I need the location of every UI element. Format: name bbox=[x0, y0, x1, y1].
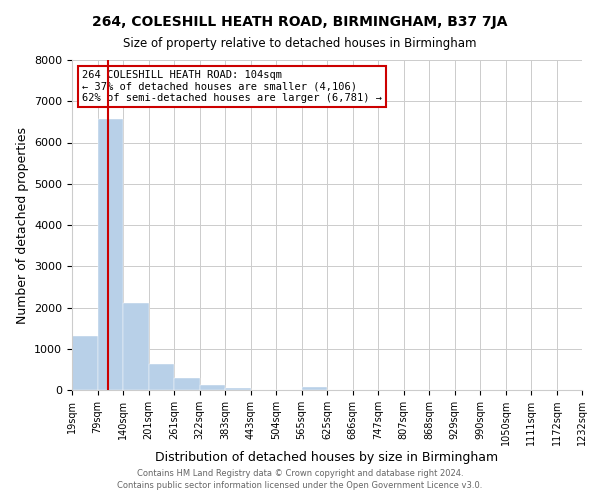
Bar bbox=[225, 388, 251, 390]
Bar bbox=[174, 378, 199, 390]
Text: 264 COLESHILL HEATH ROAD: 104sqm
← 37% of detached houses are smaller (4,106)
62: 264 COLESHILL HEATH ROAD: 104sqm ← 37% o… bbox=[82, 70, 382, 103]
Text: 264, COLESHILL HEATH ROAD, BIRMINGHAM, B37 7JA: 264, COLESHILL HEATH ROAD, BIRMINGHAM, B… bbox=[92, 15, 508, 29]
Bar bbox=[149, 364, 174, 390]
Text: Size of property relative to detached houses in Birmingham: Size of property relative to detached ho… bbox=[123, 38, 477, 51]
Y-axis label: Number of detached properties: Number of detached properties bbox=[16, 126, 29, 324]
Bar bbox=[72, 336, 97, 390]
Bar bbox=[97, 118, 123, 390]
Text: Contains HM Land Registry data © Crown copyright and database right 2024.
Contai: Contains HM Land Registry data © Crown c… bbox=[118, 468, 482, 490]
Bar bbox=[123, 304, 149, 390]
Bar bbox=[199, 385, 225, 390]
Bar bbox=[302, 386, 327, 390]
X-axis label: Distribution of detached houses by size in Birmingham: Distribution of detached houses by size … bbox=[155, 451, 499, 464]
